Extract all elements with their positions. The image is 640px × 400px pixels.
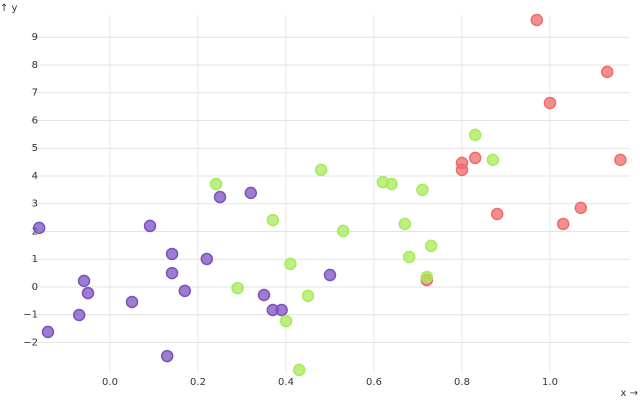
point <box>490 207 504 221</box>
point <box>543 96 557 110</box>
point <box>178 284 192 298</box>
point <box>209 177 223 191</box>
point <box>600 65 614 79</box>
point <box>32 221 46 235</box>
point <box>468 151 482 165</box>
y-tick-label: 8 <box>32 60 38 71</box>
point <box>200 252 214 266</box>
point <box>574 201 588 215</box>
point <box>468 128 482 142</box>
y-tick-label: 9 <box>32 32 38 43</box>
y-tick-label: −1 <box>23 310 38 321</box>
point <box>486 153 500 167</box>
point <box>125 295 139 309</box>
point <box>420 270 434 284</box>
y-tick-label: 1 <box>32 254 38 265</box>
y-axis-label: ↑ y <box>0 3 18 14</box>
point <box>556 217 570 231</box>
point <box>336 224 350 238</box>
x-tick-label: 0.0 <box>102 377 118 388</box>
point <box>72 308 86 322</box>
y-tick-label: 6 <box>32 115 38 126</box>
x-tick-label: 0.4 <box>278 377 294 388</box>
point <box>284 257 297 271</box>
x-tick-label: 0.2 <box>190 377 206 388</box>
y-tick-label: 5 <box>32 143 38 154</box>
point <box>402 250 416 264</box>
point <box>41 325 55 339</box>
point <box>165 247 179 261</box>
y-tick-label: 7 <box>32 88 38 99</box>
x-tick-label: 0.8 <box>454 377 470 388</box>
point <box>160 349 174 363</box>
y-tick-label: 4 <box>32 171 38 182</box>
x-tick-label: 0.6 <box>366 377 382 388</box>
y-tick-label: 0 <box>32 282 38 293</box>
point <box>143 219 157 233</box>
point <box>424 239 438 253</box>
point <box>323 268 337 282</box>
point <box>231 281 244 295</box>
point <box>416 183 429 197</box>
point <box>314 163 328 177</box>
point <box>213 190 227 204</box>
x-axis-label: x → <box>621 388 638 399</box>
point <box>244 186 258 200</box>
point <box>455 163 469 177</box>
point <box>266 213 280 227</box>
point <box>292 363 306 377</box>
x-tick-label: 1.0 <box>542 377 558 388</box>
point <box>398 217 412 231</box>
point <box>257 288 271 302</box>
point <box>275 303 288 317</box>
point <box>614 153 627 167</box>
point <box>165 266 179 280</box>
point <box>77 274 91 288</box>
point <box>530 13 544 27</box>
point <box>385 177 398 191</box>
point <box>279 314 293 328</box>
y-tick-label: 3 <box>32 199 38 210</box>
point <box>301 289 315 303</box>
y-tick-label: −2 <box>23 337 38 348</box>
point <box>81 286 95 300</box>
